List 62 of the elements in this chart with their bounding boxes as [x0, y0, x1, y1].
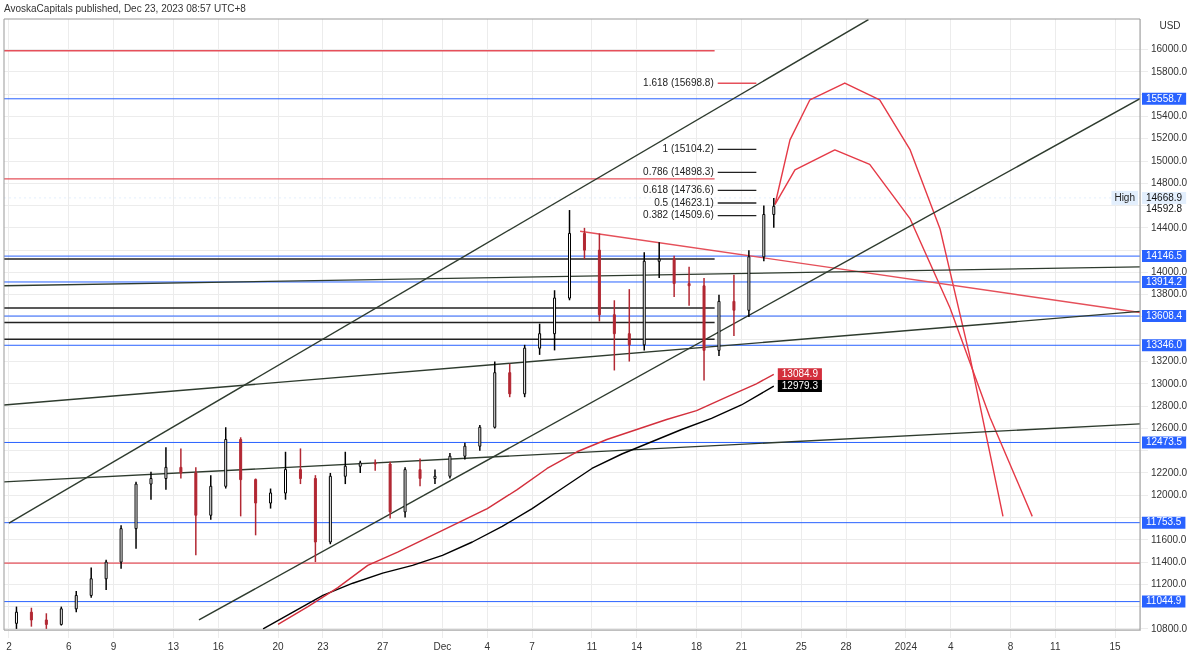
chart-title: AvoskaCapitals published, Dec 23, 2023 08:57 UTC+8	[4, 2, 247, 14]
y-tick-label: 15200.0	[1151, 132, 1188, 144]
y-tick-label: 11600.0	[1151, 533, 1187, 545]
ref-line-label: 14146.5	[1146, 249, 1183, 261]
x-tick-label: 6	[65, 640, 72, 652]
ref-line-label: 12473.5	[1146, 436, 1183, 448]
x-tick-label: 4	[947, 640, 954, 652]
y-tick-label: 13800.0	[1151, 288, 1188, 300]
x-tick-label: 9	[110, 640, 117, 652]
y-tick-label: 12200.0	[1151, 466, 1188, 478]
y-tick-label: 16000.0	[1151, 43, 1188, 55]
y-tick-label: 14000.0	[1151, 266, 1188, 278]
annotation: 0.5 (14623.1)	[654, 196, 714, 208]
ref-line-label: 13346.0	[1146, 339, 1183, 351]
text: 14592.8	[1146, 203, 1183, 215]
ref-line-label: 15558.7	[1146, 92, 1183, 104]
x-tick-label: 8	[1007, 640, 1014, 652]
y-tick-label: 15000.0	[1151, 154, 1188, 166]
ref-line-label: 11044.9	[1146, 595, 1182, 607]
x-tick-label: 20	[272, 640, 285, 652]
y-tick-label: 11400.0	[1151, 555, 1187, 567]
ref-line-label: 14668.9	[1146, 191, 1183, 203]
x-tick-label: 14	[631, 640, 643, 652]
x-tick-label: Dec	[433, 640, 452, 652]
x-tick-label: 11	[586, 640, 598, 652]
annotation: High	[1114, 191, 1135, 203]
x-tick-label: 21	[735, 640, 748, 652]
y-tick-label: 13000.0	[1151, 377, 1188, 389]
x-tick-label: 25	[795, 640, 808, 652]
annotation: 0.382 (14509.6)	[643, 209, 714, 221]
y-tick-label: 12800.0	[1151, 399, 1188, 411]
x-tick-label: 18	[691, 640, 703, 652]
annotation: 0.618 (14736.6)	[643, 184, 714, 196]
data-label: 13084.9	[781, 368, 819, 380]
y-tick-label: 13200.0	[1151, 355, 1188, 367]
y-tick-label: 12600.0	[1151, 422, 1188, 434]
ref-line-label: 13608.4	[1146, 309, 1183, 321]
y-tick-label: 12000.0	[1151, 488, 1188, 500]
x-tick-label: 28	[840, 640, 853, 652]
y-tick-label: 15400.0	[1151, 110, 1188, 122]
x-tick-label: 23	[317, 640, 329, 652]
x-tick-label: 11	[1050, 640, 1061, 652]
ref-line-label: 11753.5	[1146, 516, 1182, 528]
x-tick-label: 27	[377, 640, 389, 652]
annotation: 1 (15104.2)	[662, 143, 714, 155]
x-tick-label: 15	[1109, 640, 1122, 652]
x-tick-label: 4	[484, 640, 491, 652]
y-tick-label: 10800.0	[1151, 622, 1188, 634]
y-tick-label: 15800.0	[1151, 65, 1188, 77]
annotation: 1.618 (15698.8)	[643, 76, 714, 88]
x-tick-label: 16	[212, 640, 225, 652]
y-tick-label: 14400.0	[1151, 221, 1188, 233]
ref-line-label: 13914.2	[1146, 275, 1183, 287]
annotation: 0.786 (14898.3)	[643, 166, 714, 178]
x-tick-label: 2	[6, 640, 13, 652]
x-tick-label: 7	[529, 640, 536, 652]
y-tick-label: 11200.0	[1151, 578, 1187, 590]
x-tick-label: 2024	[894, 640, 918, 652]
y-tick-label: 14800.0	[1151, 177, 1188, 189]
data-label: 12979.3	[781, 379, 819, 391]
y-axis-title: USD	[1159, 19, 1181, 31]
x-tick-label: 13	[167, 640, 180, 652]
